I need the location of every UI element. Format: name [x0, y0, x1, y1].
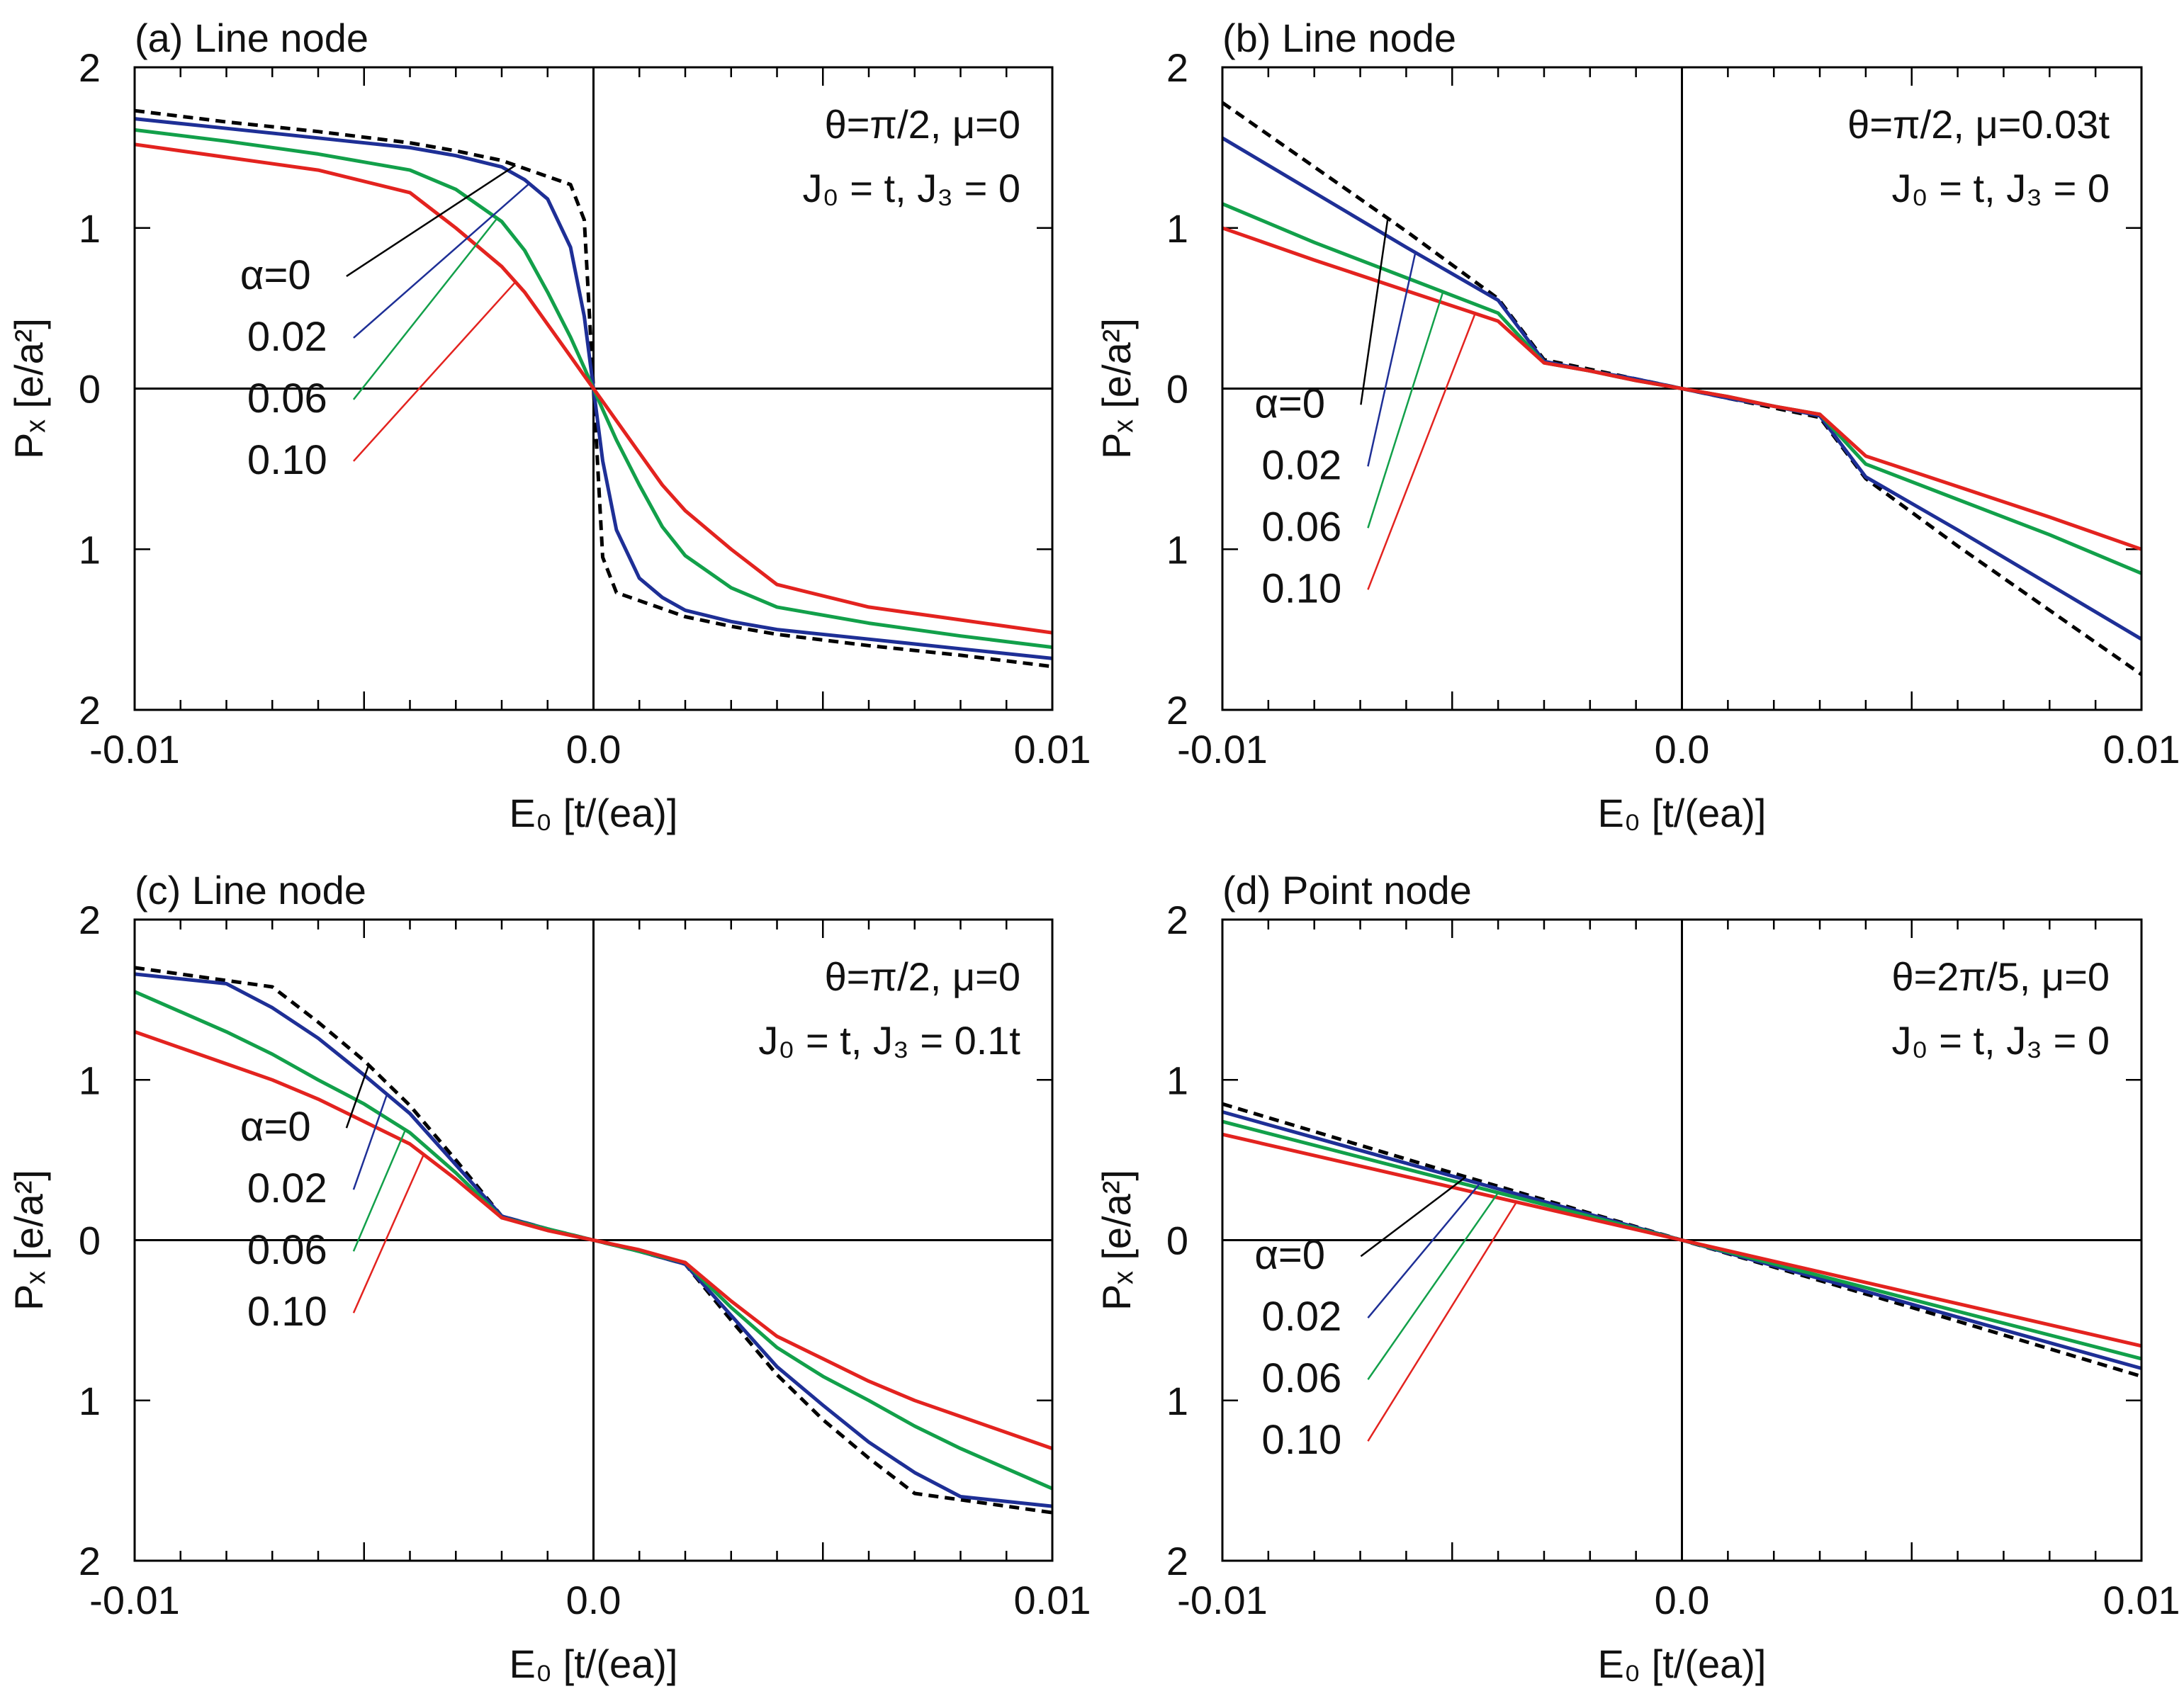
series-line-4: [134, 142, 1053, 635]
parameter-annotation: θ=π/2, μ=0: [825, 102, 1020, 147]
legend-leader-line: [352, 281, 517, 462]
y-tick-label: 1: [1166, 1379, 1188, 1423]
legend-label-2: 0.02: [247, 314, 327, 360]
legend-label-3: 0.06: [247, 1227, 327, 1273]
plot-frame: [133, 66, 1054, 711]
y-tick-label: 2: [79, 688, 101, 733]
legend-leader-line: [1367, 1183, 1481, 1319]
series-line-4: [1222, 1132, 2142, 1348]
parameter-annotation: θ=2π/5, μ=0: [1891, 954, 2110, 999]
y-tick-label: 1: [1166, 1058, 1188, 1102]
legend-leader-line: [1367, 1202, 1518, 1442]
legend-leader-line: [352, 1129, 407, 1252]
legend-leader-line: [345, 1065, 370, 1129]
series-line-4: [134, 1030, 1053, 1450]
parameter-annotation: J₀ = t, J₃ = 0: [1891, 1018, 2110, 1063]
legend-leader-line: [1360, 217, 1389, 405]
legend-leader-line: [1367, 252, 1417, 467]
legend-label-1: α=0: [240, 252, 311, 298]
y-tick-label: 2: [79, 898, 101, 942]
series-line-4: [1222, 226, 2142, 551]
legend-label-3: 0.06: [1261, 504, 1341, 550]
legend-label-1: α=0: [1254, 380, 1325, 426]
x-axis-label: E₀ [t/(ea)]: [1598, 1641, 1767, 1686]
legend-label-4: 0.10: [1261, 1417, 1341, 1463]
legend-label-2: 0.02: [247, 1165, 327, 1211]
y-tick-label: 2: [79, 45, 101, 90]
x-tick-label: 0.0: [566, 1578, 621, 1622]
x-tick-label: -0.01: [1177, 727, 1268, 772]
x-axis-label: E₀ [t/(ea)]: [510, 1641, 678, 1686]
y-tick-label: 2: [1166, 898, 1188, 942]
x-tick-label: 0.0: [1655, 727, 1710, 772]
chart-panel-4: α=00.020.060.10θ=2π/5, μ=0J₀ = t, J₃ = 0…: [1094, 868, 2180, 1686]
chart-title: (c) Line node: [135, 868, 366, 912]
legend-leader-line: [352, 217, 498, 400]
x-tick-label: 0.01: [2103, 727, 2180, 772]
y-tick-label: 0: [1166, 1219, 1188, 1263]
y-tick-label: 1: [79, 206, 101, 251]
y-tick-label: 1: [1166, 527, 1188, 572]
x-tick-label: 0.01: [1014, 727, 1091, 772]
legend-label-1: α=0: [240, 1104, 311, 1150]
x-tick-label: -0.01: [1177, 1578, 1268, 1622]
chart-panel-3: α=00.020.060.10θ=π/2, μ=0J₀ = t, J₃ = 0.…: [6, 868, 1091, 1686]
chart-title: (a) Line node: [135, 16, 368, 60]
y-tick-label: 2: [1166, 45, 1188, 90]
x-tick-label: 0.0: [1655, 1578, 1710, 1622]
parameter-annotation: θ=π/2, μ=0.03t: [1847, 102, 2110, 147]
x-tick-label: -0.01: [89, 1578, 180, 1622]
x-tick-label: 0.01: [1014, 1578, 1091, 1622]
x-axis-label: E₀ [t/(ea)]: [510, 791, 678, 835]
parameter-annotation: J₀ = t, J₃ = 0.1t: [758, 1018, 1020, 1063]
y-tick-label: 1: [79, 527, 101, 572]
legend-leader-line: [352, 1094, 388, 1190]
legend-leader-line: [346, 164, 517, 277]
y-axis-label: Pₓ [e/a²]: [1094, 318, 1139, 459]
legend-label-3: 0.06: [247, 375, 327, 422]
y-axis-label: Pₓ [e/a²]: [1094, 1170, 1139, 1311]
y-tick-label: 1: [79, 1379, 101, 1423]
y-axis-label: Pₓ [e/a²]: [6, 318, 51, 459]
legend-label-2: 0.02: [1261, 1294, 1341, 1340]
legend-label-4: 0.10: [247, 1289, 327, 1335]
legend-leader-line: [352, 1154, 425, 1313]
y-tick-label: 1: [79, 1058, 101, 1102]
legend-label-4: 0.10: [247, 437, 327, 483]
x-tick-label: 0.0: [566, 727, 621, 772]
legend-label-1: α=0: [1254, 1232, 1325, 1278]
legend-label-3: 0.06: [1261, 1355, 1341, 1401]
chart-title: (b) Line node: [1222, 16, 1456, 60]
legend-leader-line: [1360, 1176, 1467, 1258]
y-tick-label: 2: [79, 1539, 101, 1583]
legend-label-4: 0.10: [1261, 565, 1341, 611]
parameter-annotation: J₀ = t, J₃ = 0: [802, 166, 1020, 210]
legend-leader-line: [353, 183, 530, 339]
parameter-annotation: θ=π/2, μ=0: [825, 954, 1020, 999]
plot-frame: [1221, 918, 2143, 1562]
y-tick-label: 1: [1166, 206, 1188, 251]
legend-leader-line: [1367, 1192, 1499, 1380]
x-tick-label: 0.01: [2103, 1578, 2180, 1622]
y-tick-label: 0: [1166, 367, 1188, 412]
parameter-annotation: J₀ = t, J₃ = 0: [1891, 166, 2110, 210]
legend-leader-line: [1367, 291, 1444, 529]
x-axis-label: E₀ [t/(ea)]: [1598, 791, 1767, 835]
legend-leader-line: [1367, 313, 1476, 590]
plot-frame: [1221, 66, 2143, 711]
x-tick-label: -0.01: [89, 727, 180, 772]
y-axis-label: Pₓ [e/a²]: [6, 1170, 51, 1311]
y-tick-label: 2: [1166, 1539, 1188, 1583]
legend-label-2: 0.02: [1261, 442, 1341, 488]
chart-panel-1: α=00.020.060.10θ=π/2, μ=0J₀ = t, J₃ = 0(…: [6, 16, 1091, 835]
y-tick-label: 0: [79, 1219, 101, 1263]
chart-title: (d) Point node: [1222, 868, 1472, 912]
y-tick-label: 0: [79, 367, 101, 412]
y-tick-label: 2: [1166, 688, 1188, 733]
plot-frame: [133, 918, 1054, 1562]
